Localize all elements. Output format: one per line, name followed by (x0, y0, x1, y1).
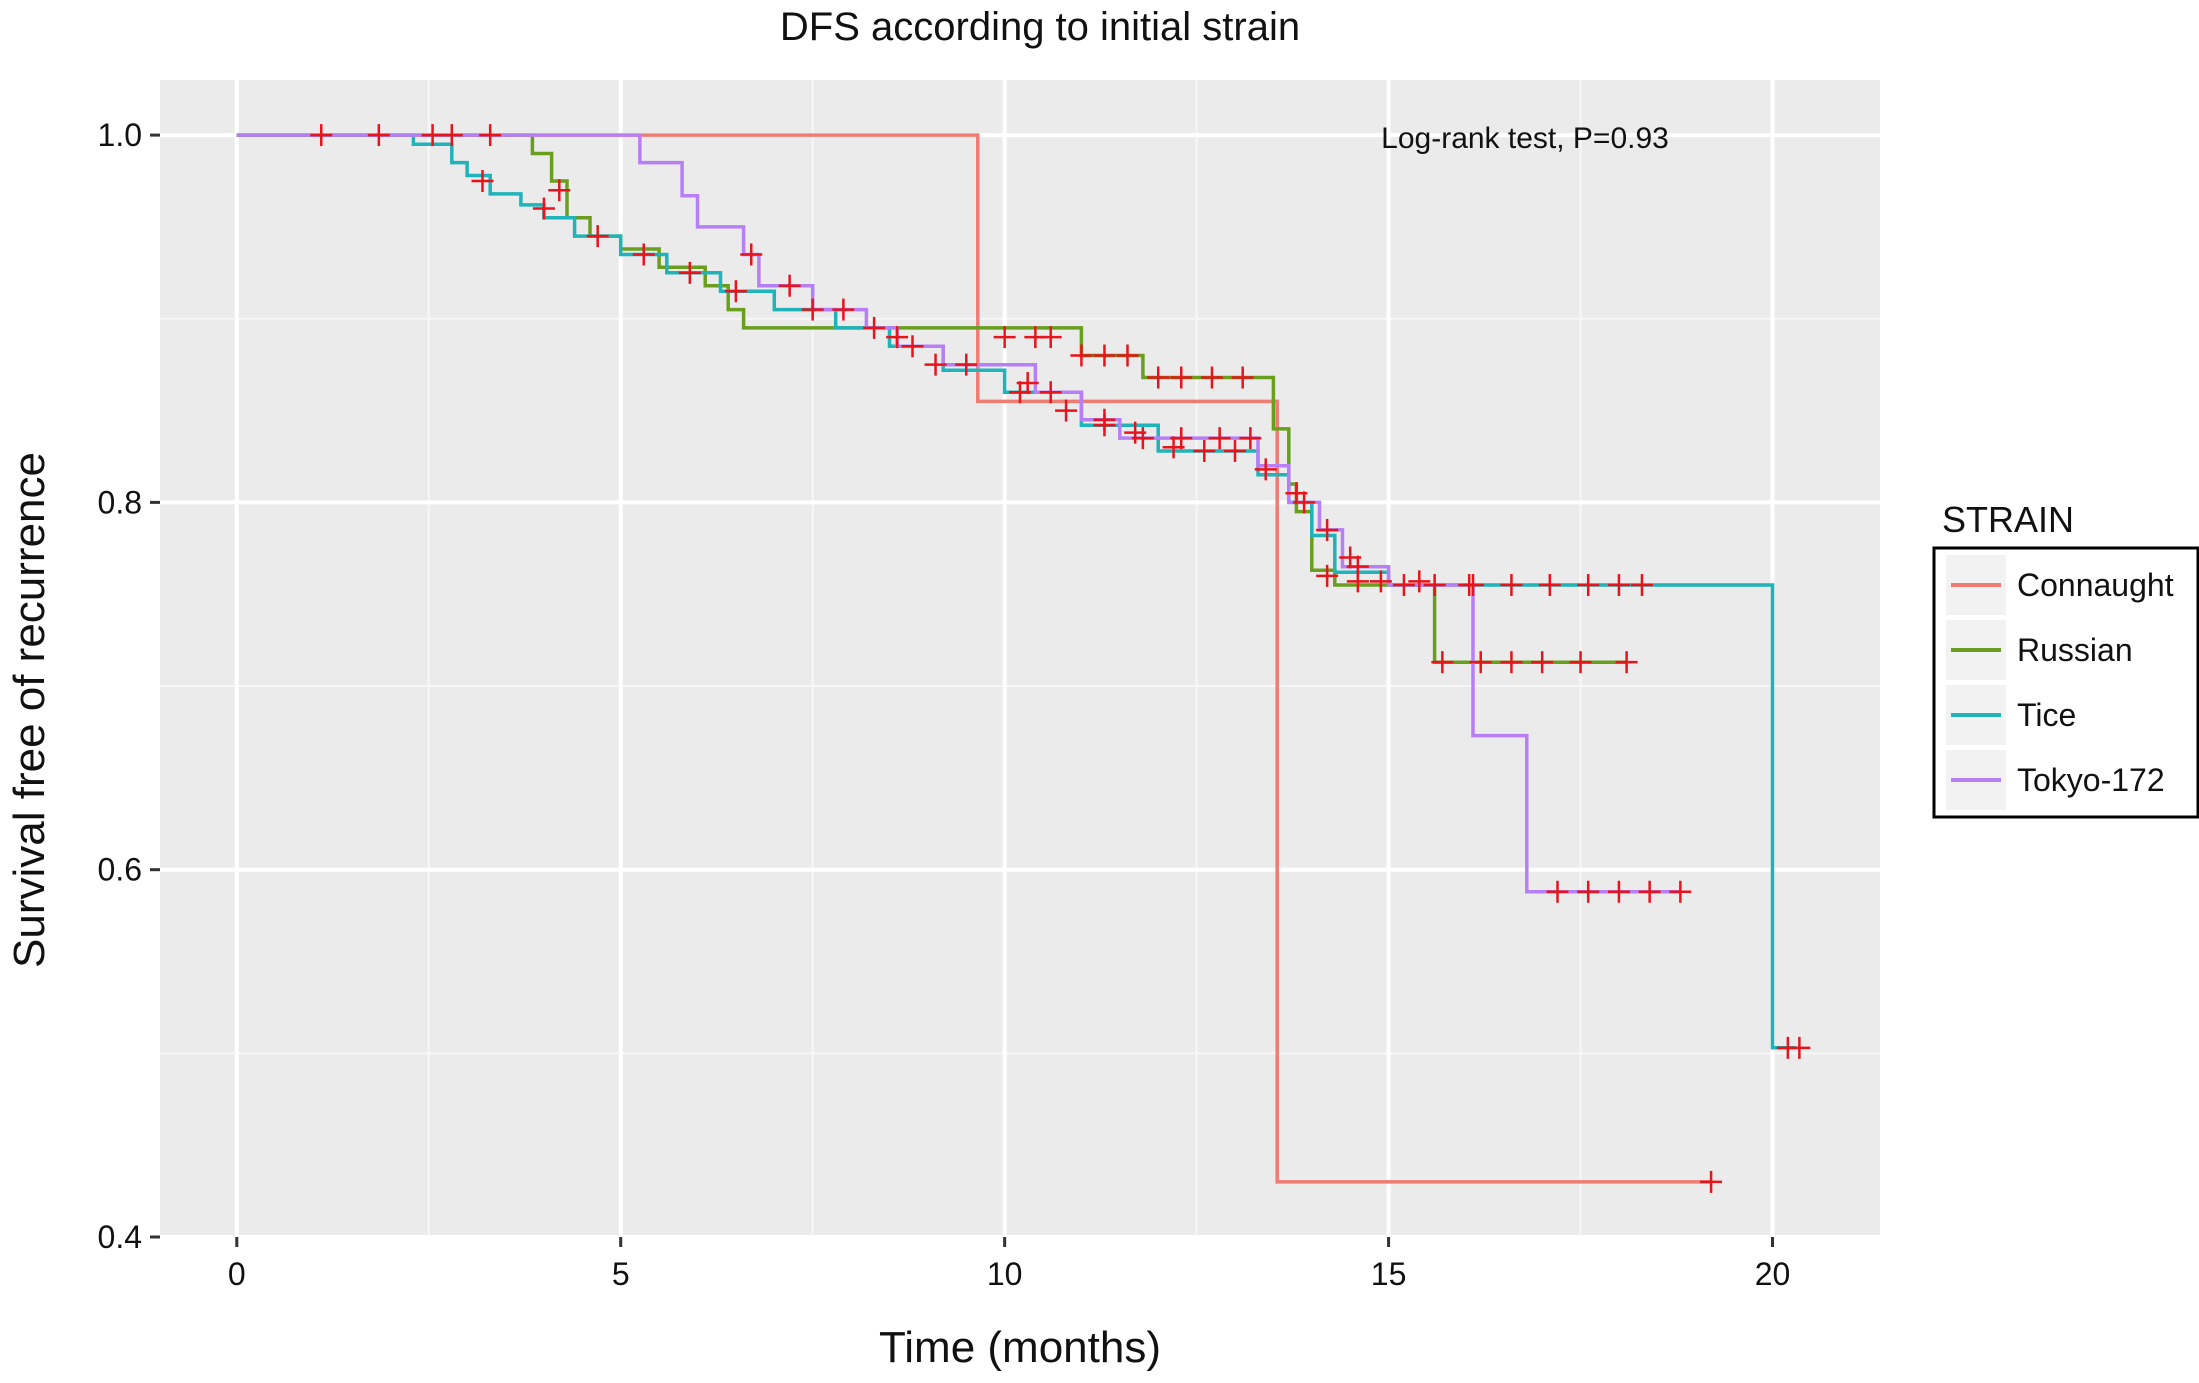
y-tick-label: 0.4 (98, 1219, 142, 1255)
censor-mark (1231, 366, 1254, 389)
censor-mark (1607, 574, 1630, 597)
censor-mark (1369, 570, 1392, 593)
legend-label: Tice (2017, 697, 2076, 733)
censor-mark (1500, 574, 1523, 597)
censor-mark (1577, 880, 1600, 903)
x-axis-label: Time (months) (879, 1323, 1161, 1372)
series-line-connaught (236, 133, 1712, 1184)
censor-mark (1669, 880, 1692, 903)
grid-major (160, 80, 1880, 1239)
censor-mark (1093, 344, 1116, 367)
y-tick-label: 1.0 (98, 117, 142, 153)
censor-mark (886, 326, 909, 349)
x-axis: 0 5 10 15 20 (228, 1237, 1790, 1292)
censor-mark (993, 326, 1016, 349)
censor-mark (1316, 518, 1339, 541)
censor-mark (1131, 427, 1154, 450)
grid-minor (160, 80, 1880, 1237)
censor-marks (310, 124, 1811, 1193)
x-tick-label: 0 (228, 1256, 246, 1292)
censor-mark (1577, 574, 1600, 597)
censor-mark (1500, 651, 1523, 674)
censor-mark (678, 261, 701, 284)
censor-mark (778, 274, 801, 297)
censor-mark (1408, 570, 1431, 593)
censor-mark (1116, 344, 1139, 367)
plot-panel (160, 80, 1880, 1237)
censor-mark (1170, 427, 1193, 450)
censor-mark (863, 316, 886, 339)
censor-mark (310, 124, 333, 147)
censor-mark (1431, 651, 1454, 674)
censor-mark (1607, 880, 1630, 903)
x-tick-label: 15 (1371, 1256, 1407, 1292)
censor-mark (724, 280, 747, 303)
censor-mark (1339, 546, 1362, 569)
censor-mark (548, 179, 571, 202)
chart-title: DFS according to initial strain (780, 5, 1300, 49)
censor-mark (1638, 880, 1661, 903)
y-tick-label: 0.8 (98, 484, 142, 520)
censor-mark (1293, 491, 1316, 514)
censor-mark (801, 298, 824, 321)
censor-mark (1039, 326, 1062, 349)
censor-mark (1458, 574, 1481, 597)
censor-mark (479, 124, 502, 147)
censor-mark (1170, 366, 1193, 389)
censor-mark (955, 353, 978, 376)
censor-mark (1016, 372, 1039, 395)
censor-mark (832, 298, 855, 321)
censor-mark (1224, 439, 1246, 462)
censor-mark (1316, 564, 1339, 587)
y-tick-label: 0.6 (98, 852, 142, 888)
censor-mark (1788, 1036, 1811, 1059)
censor-mark (1546, 880, 1569, 903)
censor-mark (740, 243, 763, 266)
censor-mark (471, 170, 494, 193)
censor-mark (1469, 651, 1492, 674)
censor-mark (632, 243, 655, 266)
censor-mark (1254, 458, 1277, 481)
censor-mark (1093, 414, 1116, 437)
censor-mark (1147, 366, 1170, 389)
censor-mark (367, 124, 390, 147)
censor-mark (1615, 651, 1638, 674)
legend: STRAIN Connaught Russian Tice Tokyo-172 (1932, 499, 2199, 819)
censor-mark (440, 124, 463, 147)
censor-mark (1569, 651, 1592, 674)
legend-title: STRAIN (1942, 499, 2074, 540)
logrank-annotation: Log-rank test, P=0.93 (1381, 122, 1669, 155)
censor-mark (1700, 1170, 1723, 1193)
y-axis: 0.4 0.6 0.8 1.0 (98, 117, 160, 1255)
censor-mark (1423, 574, 1446, 597)
legend-label: Tokyo-172 (2017, 762, 2165, 798)
censor-mark (1055, 399, 1078, 422)
censor-mark (1200, 366, 1223, 389)
x-tick-label: 5 (612, 1256, 630, 1292)
legend-label: Russian (2017, 632, 2133, 668)
censor-mark (1070, 344, 1093, 367)
censor-mark (1538, 574, 1561, 597)
censor-mark (421, 124, 444, 147)
censor-mark (1392, 574, 1415, 597)
x-tick-label: 20 (1755, 1256, 1791, 1292)
censor-mark (1531, 651, 1554, 674)
x-tick-label: 10 (987, 1256, 1023, 1292)
censor-mark (901, 335, 924, 358)
censor-mark (586, 225, 609, 248)
series-line-tice (236, 133, 1796, 1050)
censor-mark (1193, 439, 1216, 462)
censor-mark (1630, 574, 1653, 597)
censor-mark (1039, 381, 1062, 404)
y-axis-label: Survival free of recurrence (5, 452, 54, 968)
censor-mark (532, 197, 555, 220)
censor-mark (1208, 427, 1231, 450)
censor-mark (1239, 427, 1262, 450)
censor-mark (924, 353, 947, 376)
legend-label: Connaught (2017, 567, 2174, 603)
